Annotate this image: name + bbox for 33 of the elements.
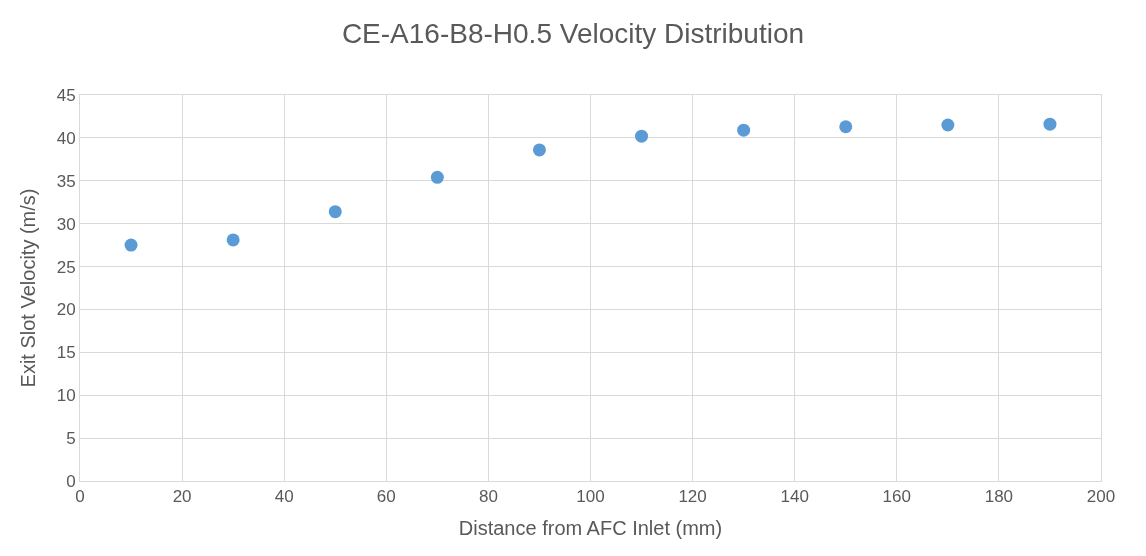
chart-title: CE-A16-B8-H0.5 Velocity Distribution	[341, 18, 805, 50]
x-tick-label: 100	[576, 487, 605, 507]
point	[737, 123, 751, 137]
x-axis-title: Distance from AFC Inlet (mm)	[458, 516, 723, 539]
point	[635, 129, 649, 143]
y-tick-label: 20	[56, 300, 76, 320]
x-tick-label: 40	[274, 487, 294, 507]
point	[941, 118, 955, 132]
point	[226, 233, 240, 247]
point	[839, 120, 853, 134]
y-axis-title: Exit Slot Velocity (m/s)	[17, 188, 40, 388]
point	[1043, 117, 1057, 131]
x-tick-label: 120	[678, 487, 707, 507]
point	[430, 170, 444, 184]
point	[532, 143, 546, 157]
y-tick-label: 30	[56, 214, 76, 234]
x-tick-label: 180	[984, 487, 1014, 507]
x-tick-label: 200	[1086, 487, 1116, 507]
y-tick-label: 5	[66, 429, 76, 449]
y-tick-label: 40	[56, 128, 76, 148]
x-tick-label: 140	[780, 487, 809, 507]
x-tick-label: 20	[172, 487, 192, 507]
point	[328, 205, 342, 219]
y-tick-label: 10	[56, 386, 76, 406]
y-tick-label: 45	[56, 85, 76, 105]
y-tick-label: 0	[66, 471, 76, 491]
y-tick-label: 15	[56, 343, 76, 363]
y-tick-label: 25	[56, 257, 76, 277]
x-tick-label: 80	[478, 487, 498, 507]
y-tick-label: 35	[56, 171, 76, 191]
point	[124, 238, 138, 252]
x-tick-label: 60	[376, 487, 396, 507]
x-tick-label: 160	[882, 487, 911, 507]
